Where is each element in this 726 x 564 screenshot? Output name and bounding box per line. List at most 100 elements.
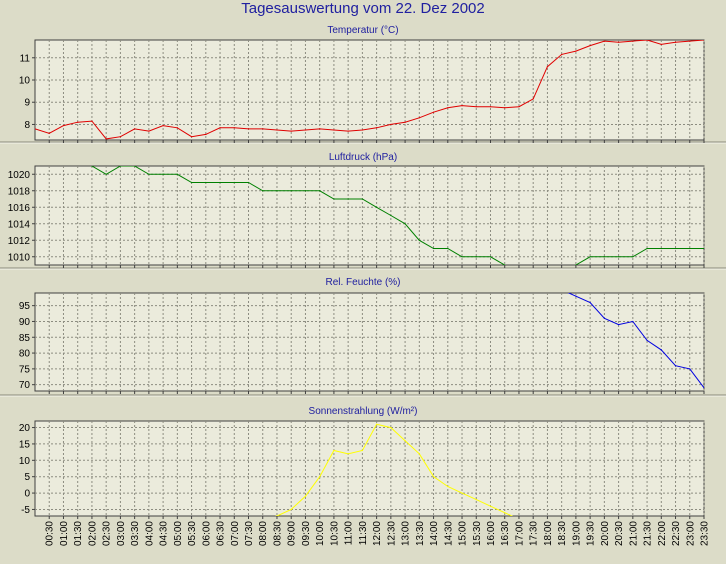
data-point	[461, 104, 463, 107]
data-point	[390, 214, 392, 217]
data-point	[233, 127, 235, 129]
data-point	[319, 190, 321, 192]
x-tick-label: 04:30	[159, 521, 170, 546]
y-tick-label: 1016	[8, 203, 31, 214]
data-point	[262, 128, 264, 130]
y-tick-label: 0	[24, 489, 30, 500]
x-tick-label: 19:00	[571, 521, 582, 546]
data-point	[646, 40, 648, 41]
x-tick-label: 16:00	[486, 521, 497, 546]
y-tick-label: 1010	[8, 252, 31, 263]
x-tick-label: 00:30	[45, 521, 56, 546]
series-line	[35, 40, 704, 140]
data-point	[447, 107, 449, 109]
data-point	[603, 40, 605, 42]
data-point	[233, 181, 235, 184]
y-tick-label: 1012	[8, 236, 31, 247]
data-point	[276, 190, 278, 192]
data-point	[660, 247, 662, 250]
data-point	[632, 256, 634, 258]
data-point	[432, 476, 435, 478]
data-point	[674, 247, 677, 250]
x-tick-label: 13:30	[415, 521, 426, 546]
x-tick-label: 07:00	[230, 521, 241, 546]
plot-area	[34, 420, 705, 517]
data-point	[62, 124, 65, 127]
y-tick-label: 95	[19, 301, 31, 312]
data-point	[575, 295, 577, 297]
data-point	[390, 123, 392, 126]
page-title: Tagesauswertung vom 22. Dez 2002	[241, 0, 485, 17]
data-point	[361, 449, 363, 452]
data-point	[404, 121, 406, 123]
data-point	[134, 166, 136, 167]
data-point	[49, 157, 50, 158]
x-tick-label: 17:00	[515, 521, 526, 546]
data-point	[77, 157, 78, 158]
x-tick-label: 10:30	[329, 521, 340, 546]
data-point	[532, 98, 534, 100]
data-point	[290, 130, 292, 132]
data-point	[361, 129, 363, 131]
data-point	[376, 127, 378, 129]
data-point	[546, 66, 549, 68]
data-point	[35, 128, 36, 130]
data-point	[347, 453, 349, 455]
data-point	[319, 128, 321, 130]
data-point	[461, 256, 463, 258]
data-point	[703, 247, 704, 250]
x-tick-label: 02:00	[87, 521, 98, 546]
chart-title: Luftdruck (hPa)	[329, 152, 397, 163]
data-point	[105, 173, 107, 175]
data-point	[148, 130, 150, 132]
data-point	[347, 198, 349, 200]
x-tick-label: 15:30	[472, 521, 483, 546]
x-tick-label: 04:00	[144, 521, 155, 546]
plot-area	[34, 39, 705, 141]
data-point	[34, 157, 35, 158]
x-tick-label: 02:30	[102, 521, 113, 546]
data-point	[418, 117, 420, 119]
y-tick-label: 90	[19, 317, 31, 328]
data-point	[262, 190, 264, 192]
y-tick-label: 1018	[8, 186, 31, 197]
data-point	[518, 106, 520, 108]
data-point	[504, 512, 506, 514]
data-point	[575, 264, 577, 265]
data-point	[148, 173, 150, 175]
x-tick-label: 06:00	[201, 521, 212, 546]
data-point	[247, 128, 250, 130]
chart-title: Rel. Feuchte (%)	[325, 277, 400, 288]
x-tick-label: 17:30	[529, 521, 540, 546]
data-point	[205, 181, 207, 184]
x-tick-label: 11:30	[358, 521, 369, 546]
data-point	[475, 499, 477, 501]
data-point	[205, 133, 207, 136]
data-point	[119, 136, 122, 138]
data-point	[290, 508, 292, 511]
data-point	[603, 256, 605, 258]
data-point	[447, 485, 449, 488]
x-tick-label: 10:00	[315, 521, 326, 546]
data-point	[617, 324, 620, 326]
data-point	[518, 273, 519, 274]
y-tick-label: 1020	[8, 170, 31, 181]
y-tick-label: 10	[19, 456, 31, 467]
data-point	[162, 124, 164, 127]
data-point	[176, 173, 178, 175]
data-point	[489, 505, 492, 507]
x-tick-label: 12:30	[386, 521, 397, 546]
x-tick-label: 14:00	[429, 521, 440, 546]
data-point	[190, 181, 193, 184]
data-point	[432, 247, 435, 250]
y-tick-label: 70	[19, 380, 31, 391]
x-tick-label: 05:30	[187, 521, 198, 546]
data-point	[77, 121, 79, 123]
data-point	[276, 129, 278, 131]
x-tick-label: 07:30	[244, 521, 255, 546]
x-tick-label: 09:30	[301, 521, 312, 546]
data-point	[162, 173, 164, 175]
data-point	[134, 128, 136, 130]
y-tick-label: 9	[24, 98, 30, 109]
